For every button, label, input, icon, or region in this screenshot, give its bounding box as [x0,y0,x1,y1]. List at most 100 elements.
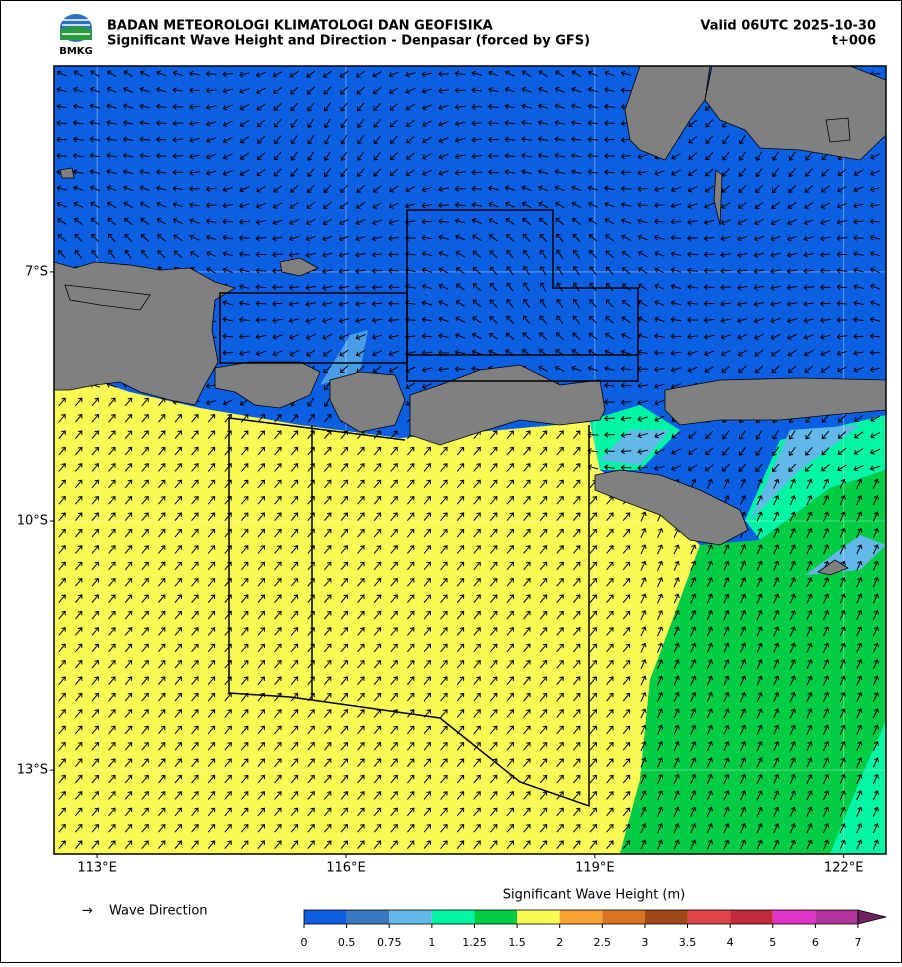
wave-arrow [191,676,199,685]
wave-arrow [537,103,549,109]
wave-arrow [853,202,864,209]
wave-arrow [754,365,764,374]
wave-arrow [620,464,632,471]
wave-arrow [58,479,66,489]
wave-arrow [687,203,698,209]
wave-arrow [75,463,83,472]
wave-arrow [872,511,879,522]
wave-arrow [89,152,101,159]
wave-arrow [471,332,482,340]
wave-arrow [158,692,166,702]
wave-arrow [604,365,615,372]
wave-arrow [640,642,647,653]
wave-arrow [872,577,879,588]
wave-arrow [820,366,831,373]
wave-arrow [357,545,365,554]
wave-arrow [108,610,116,620]
wave-arrow [356,201,366,209]
wave-arrow [324,643,332,653]
wave-arrow [174,610,182,620]
wave-arrow [172,70,184,77]
wave-arrow [421,202,433,209]
wave-arrow [357,692,365,702]
wave-arrow [473,479,481,489]
wave-arrow [74,249,83,259]
wave-arrow [473,594,481,603]
wave-arrow [139,201,150,208]
wave-arrow [191,659,199,669]
wave-arrow [91,495,99,505]
wave-arrow [620,70,632,77]
wave-arrow [554,365,565,372]
wave-arrow [523,692,531,702]
wave-arrow [108,659,116,669]
wave-arrow [506,446,514,456]
wave-arrow [207,577,216,587]
x-tick-label: 116°E [326,861,366,876]
wave-arrow [205,87,217,94]
wave-arrow [490,643,498,653]
wave-arrow [819,300,831,307]
wave-arrow [257,413,265,423]
wave-arrow [622,545,631,554]
wave-arrow [373,479,382,489]
wave-arrow [423,545,431,554]
wave-arrow [89,119,101,126]
wave-arrow [622,692,631,702]
wave-arrow [438,250,449,257]
wave-arrow [340,676,348,685]
wave-arrow [621,316,631,324]
wave-arrow [622,561,631,571]
wave-arrow [556,528,564,538]
wave-arrow [839,478,846,489]
wave-arrow [274,577,282,587]
wave-arrow [173,250,183,258]
wave-arrow [58,397,66,407]
wave-arrow [737,235,748,242]
wave-arrow [570,119,582,126]
wave-arrow [539,627,548,636]
wave-arrow [438,71,449,77]
wave-arrow [390,446,398,456]
wave-arrow [355,268,366,274]
wave-arrow [222,120,233,127]
wave-arrow [90,201,100,209]
wave-arrow [239,136,249,144]
wave-arrow [587,120,599,126]
wave-arrow [556,315,564,325]
wave-arrow [554,169,565,175]
wave-arrow [687,283,698,290]
wave-arrow [423,659,431,669]
wave-arrow [323,184,332,194]
wave-arrow [340,495,348,505]
wave-arrow [58,561,66,571]
wave-arrow [488,201,499,208]
wave-arrow [473,528,481,538]
legend-symbol: → [82,904,93,919]
wave-arrow [421,71,433,78]
wave-arrow [853,350,864,357]
wave-arrow [207,512,216,521]
wave-arrow [621,234,631,241]
wave-arrow [872,560,879,571]
wave-arrow [390,643,398,653]
wave-arrow [723,609,730,620]
wave-arrow [753,317,765,324]
wave-arrow [456,495,465,505]
wave-arrow [174,446,182,456]
wave-arrow [339,365,349,374]
wave-arrow [255,267,267,274]
agency: BADAN METEOROLOGI KLIMATOLOGI DAN GEOFIS… [107,19,493,34]
wave-arrow [589,692,597,702]
wave-arrow [75,479,83,489]
colorbar-tick-label: 5 [769,936,776,949]
wave-arrow [324,627,332,636]
wave-arrow [371,300,383,307]
wave-arrow [869,218,881,225]
y-tick-label: 13°S [17,763,48,778]
wave-arrow [56,70,67,77]
wave-arrow [90,217,100,226]
wave-arrow [490,692,498,702]
wave-arrow [106,103,117,109]
wave-arrow [490,676,498,685]
